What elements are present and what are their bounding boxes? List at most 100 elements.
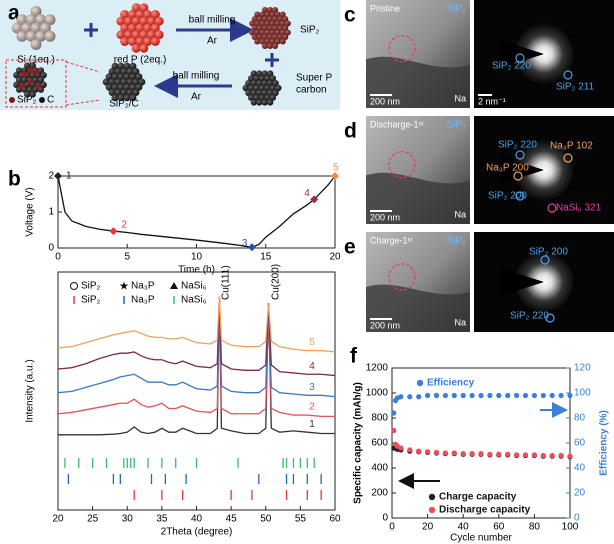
- y2-axis-label: Efficiency (%): [599, 410, 610, 476]
- particle: [21, 22, 33, 34]
- label: SiP₂/C: [109, 99, 138, 110]
- data-point: [442, 392, 448, 399]
- data-point: [478, 392, 484, 399]
- particle: [124, 30, 134, 40]
- legend-label: NaSi₆: [181, 281, 207, 292]
- state-label: 1: [66, 171, 72, 182]
- particle: [129, 83, 137, 91]
- particle: [274, 38, 281, 45]
- diffraction-spot: [515, 150, 525, 160]
- particle: [129, 62, 137, 70]
- data-point: [496, 392, 502, 399]
- particle: [284, 29, 291, 36]
- particle: [261, 80, 268, 87]
- state-label: Charge-1ˢᵗ: [370, 235, 413, 245]
- particle: [126, 78, 134, 86]
- x-tick-label: 5: [124, 252, 130, 263]
- y-tick-label: 0: [48, 243, 54, 254]
- particle: [29, 62, 36, 69]
- particle: [279, 38, 286, 45]
- particle: [267, 7, 273, 13]
- data-line: [57, 175, 336, 248]
- y-axis-label: Voltage (V): [25, 187, 36, 236]
- particle: [44, 30, 56, 42]
- x-tick-label: 100: [562, 522, 579, 533]
- highlight-circle: [388, 150, 416, 179]
- particle: [261, 43, 268, 49]
- data-point: [407, 447, 413, 453]
- x-tick-label: 40: [191, 514, 203, 525]
- x-tick-label: 55: [295, 514, 307, 525]
- particle: [242, 84, 249, 92]
- diffraction-spot: [515, 191, 525, 201]
- particle: [272, 25, 279, 31]
- particle: [277, 34, 284, 40]
- diffraction-spot: [563, 70, 573, 80]
- diffraction-spot: [545, 313, 555, 323]
- tem-feature: [366, 284, 470, 332]
- annotation: Cu(200): [271, 264, 282, 300]
- particle: [274, 20, 281, 27]
- label: SiP₂: [300, 25, 320, 36]
- data-point: [514, 392, 520, 399]
- phase-label: SiP₂: [447, 236, 467, 247]
- data-line: [58, 296, 335, 436]
- particle: [256, 34, 263, 40]
- data-point: [522, 452, 529, 458]
- particle: [124, 16, 134, 26]
- x-axis-label: Time (h): [178, 265, 215, 276]
- plus-sign: [265, 53, 279, 67]
- particle: [282, 16, 289, 22]
- diffraction-spot: [540, 255, 550, 265]
- spot-label: SiP₂ 220: [510, 311, 549, 322]
- legend-symbol: [119, 281, 129, 290]
- data-point: [416, 448, 422, 454]
- data-point: [416, 394, 422, 400]
- particle: [245, 89, 252, 97]
- beam-stop: [500, 268, 544, 296]
- particle: [123, 94, 131, 102]
- particle: [126, 89, 134, 96]
- particle: [284, 20, 291, 27]
- particle: [16, 14, 28, 26]
- particle: [135, 73, 143, 81]
- particle: [24, 91, 31, 98]
- particle: [131, 30, 141, 40]
- particle: [132, 78, 140, 86]
- legend-label: Na₃P: [131, 281, 155, 292]
- x-tick-label: 30: [122, 514, 134, 525]
- data-point: [425, 392, 431, 399]
- particle: [123, 73, 131, 81]
- particle: [272, 80, 279, 87]
- particle: [44, 14, 56, 26]
- particle: [131, 3, 141, 13]
- scale-label: 2 nm⁻¹: [478, 96, 506, 106]
- particle: [267, 16, 273, 22]
- spot-label: Na₃P 102: [550, 141, 593, 152]
- y2-tick-label: 60: [574, 438, 586, 449]
- particle: [114, 78, 122, 86]
- y2-tick-label: 120: [574, 363, 591, 374]
- inset-box: [5, 59, 67, 108]
- particle: [123, 62, 131, 70]
- state-marker: [54, 172, 62, 180]
- particle: [277, 25, 284, 31]
- label: Super P: [296, 73, 332, 84]
- particle: [261, 70, 268, 77]
- data-point: [540, 392, 546, 399]
- particle: [35, 83, 41, 89]
- particle: [127, 10, 137, 19]
- y-axis-label: Specific capacity (mAh/g): [353, 382, 364, 504]
- spot-label: SiP₂ 211: [556, 82, 595, 93]
- y-tick-label: 2: [48, 171, 54, 182]
- y2-tick-label: 40: [574, 463, 586, 474]
- particle: [11, 22, 23, 34]
- state-marker: [109, 227, 118, 236]
- label: ball milling: [189, 15, 236, 26]
- particle: [261, 7, 268, 13]
- particle: [269, 38, 276, 45]
- spot-label: SiP₂ 220: [498, 140, 537, 151]
- particle: [139, 43, 149, 53]
- particle: [256, 16, 263, 22]
- x-tick-label: 80: [529, 522, 541, 533]
